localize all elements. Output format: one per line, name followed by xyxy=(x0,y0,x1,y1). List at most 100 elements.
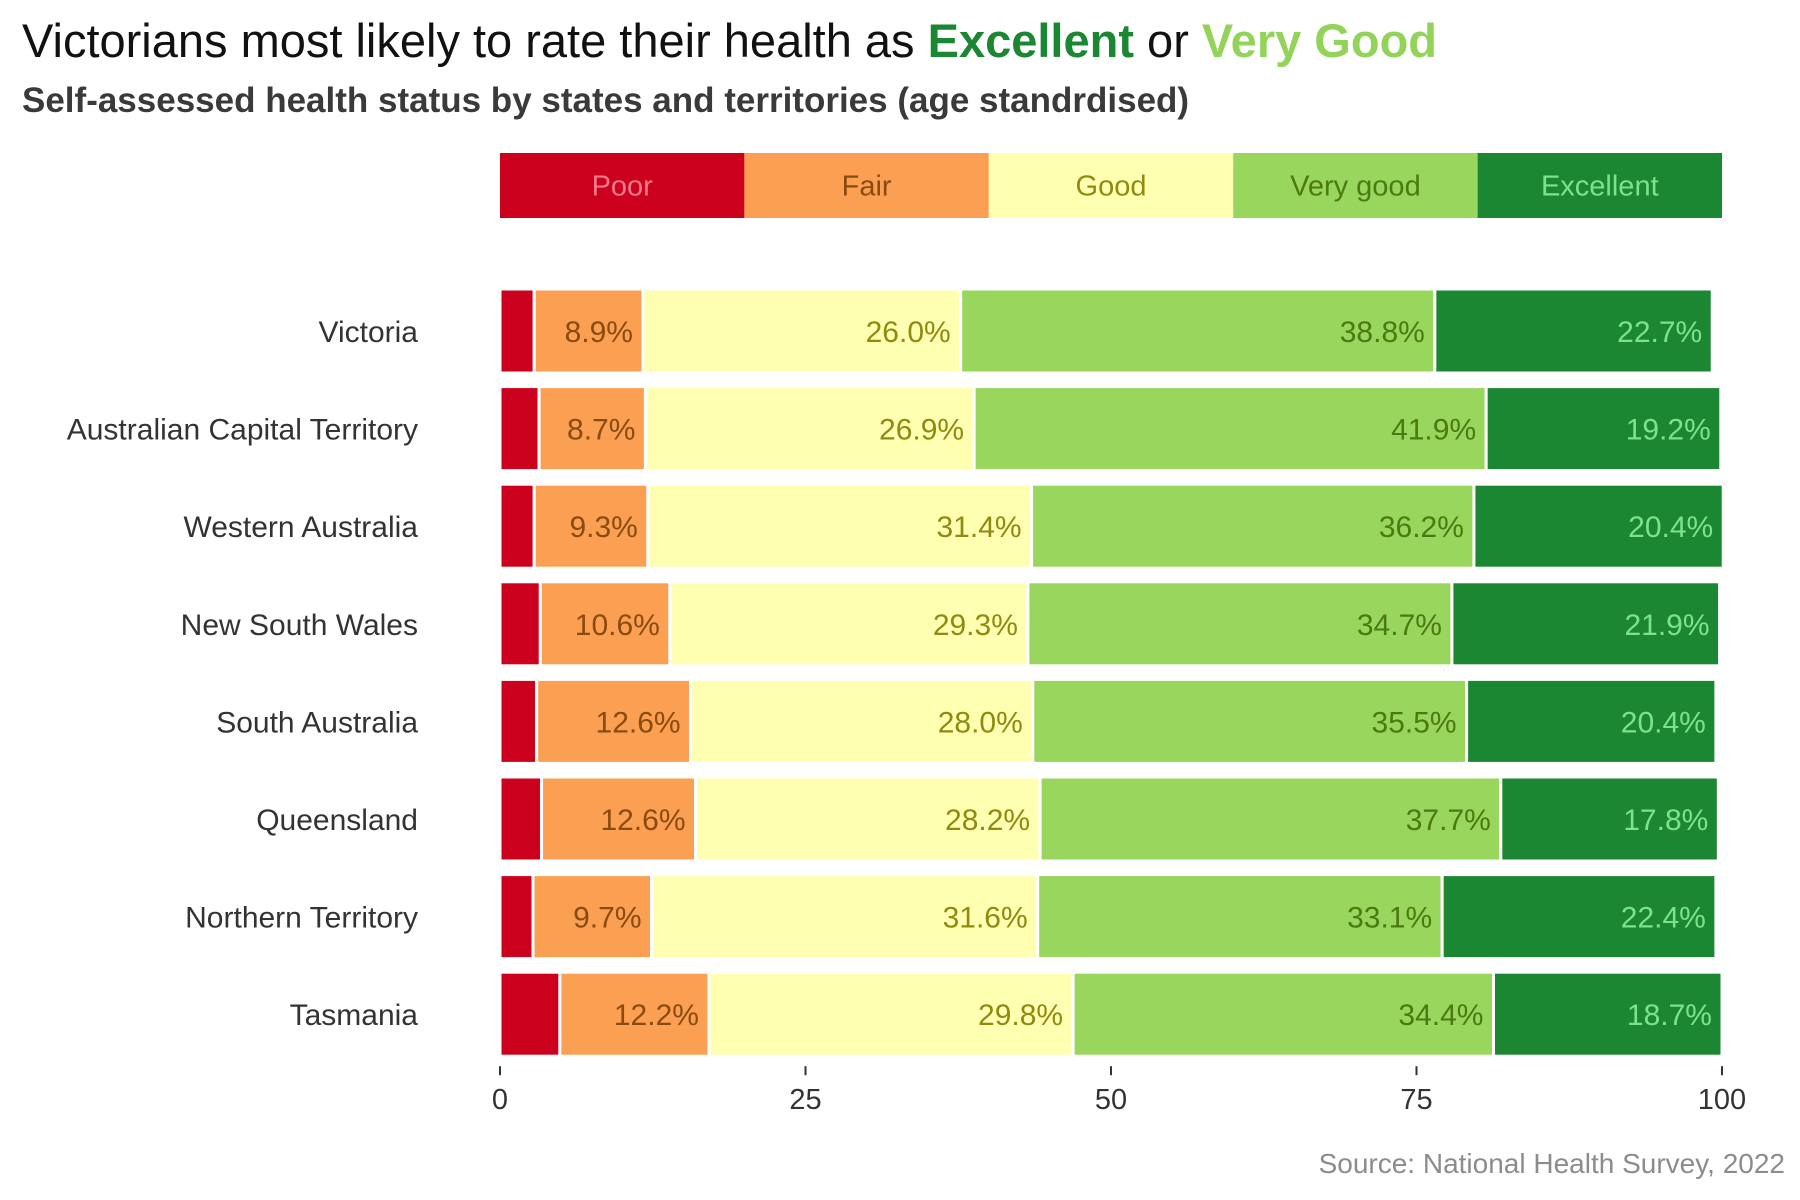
legend-label: Very good xyxy=(1290,171,1421,203)
bar-segment-good xyxy=(643,385,976,473)
data-label: 9.3% xyxy=(569,511,637,544)
data-label: 29.8% xyxy=(978,999,1063,1032)
bar-segment-very-good xyxy=(1036,873,1444,961)
data-label: 20.4% xyxy=(1621,706,1706,739)
bar-segment-good xyxy=(689,677,1035,765)
bar-segment-good xyxy=(641,287,963,375)
legend-swatch xyxy=(744,153,989,218)
bar-segment-good xyxy=(650,873,1040,961)
bar-segment-fair xyxy=(535,677,693,765)
category-label: New South Wales xyxy=(181,609,418,642)
data-label: 21.9% xyxy=(1624,609,1709,642)
title-part-0: Victorians most likely to rate their hea… xyxy=(22,14,928,67)
data-label: 37.7% xyxy=(1406,804,1491,837)
legend-label: Fair xyxy=(842,171,892,203)
legend-swatch xyxy=(988,153,1234,218)
data-label: 33.1% xyxy=(1347,902,1432,935)
title-part-2: or xyxy=(1134,14,1202,67)
bar-segment-fair xyxy=(532,287,645,375)
legend-swatch xyxy=(500,153,745,218)
bar-segment-very-good xyxy=(1031,677,1469,765)
bar-row-queensland: 12.6% 28.2% 37.7% 17.8% xyxy=(498,775,1720,863)
data-label: 17.8% xyxy=(1623,804,1708,837)
x-tick-label: 75 xyxy=(1400,1084,1432,1116)
data-label: 8.7% xyxy=(567,414,635,447)
bar-row-australian-capital-territory: 8.7% 26.9% 41.9% 19.2% xyxy=(498,385,1723,473)
bar-row-victoria: 8.9% 26.0% 38.8% 22.7% xyxy=(498,287,1714,375)
category-label: Victoria xyxy=(319,316,419,349)
bar-segment-very-good xyxy=(1071,970,1495,1058)
x-tick-label: 25 xyxy=(789,1084,821,1116)
category-label: Australian Capital Territory xyxy=(67,414,418,447)
data-label: 41.9% xyxy=(1391,414,1476,447)
bar-segment-excellent xyxy=(1450,580,1722,668)
bar-segment-good xyxy=(694,775,1042,863)
bar-segment-very-good xyxy=(1026,580,1454,668)
chart-title: Victorians most likely to rate their hea… xyxy=(22,14,1437,67)
bar-segment-excellent xyxy=(1491,970,1724,1058)
bar-segment-poor xyxy=(498,677,539,765)
bar-segment-poor xyxy=(498,970,562,1058)
bar-row-tasmania: 12.2% 29.8% 34.4% 18.7% xyxy=(498,970,1724,1058)
x-tick-label: 100 xyxy=(1698,1084,1746,1116)
category-label: Queensland xyxy=(256,804,418,837)
bar-segment-good xyxy=(646,482,1034,570)
bar-row-new-south-wales: 10.6% 29.3% 34.7% 21.9% xyxy=(498,580,1722,668)
legend-swatch xyxy=(1233,153,1478,218)
legend-item-fair: Fair xyxy=(744,153,989,218)
bar-row-western-australia: 9.3% 31.4% 36.2% 20.4% xyxy=(498,482,1725,570)
data-label: 20.4% xyxy=(1628,511,1713,544)
legend-label: Poor xyxy=(592,171,654,203)
bars: 8.9% 26.0% 38.8% 22.7% 8.7% 26.9% 41.9% 19.2% 9.… xyxy=(498,287,1725,1058)
bar-segment-excellent xyxy=(1472,482,1725,570)
data-label: 38.8% xyxy=(1340,316,1425,349)
data-label: 31.4% xyxy=(936,511,1021,544)
data-label: 34.7% xyxy=(1357,609,1442,642)
data-label: 22.4% xyxy=(1621,902,1706,935)
legend-item-excellent: Excellent xyxy=(1477,153,1722,218)
source-caption: Source: National Health Survey, 2022 xyxy=(1319,1148,1785,1179)
data-label: 19.2% xyxy=(1626,414,1711,447)
legend-swatch xyxy=(1477,153,1722,218)
bar-segment-excellent xyxy=(1499,775,1720,863)
category-label: Western Australia xyxy=(183,511,418,544)
bar-segment-very-good xyxy=(959,287,1437,375)
legend: Poor Fair Good Very good Excellent xyxy=(500,153,1722,218)
x-tick-label: 0 xyxy=(492,1084,508,1116)
title-part-3: Very Good xyxy=(1202,14,1437,67)
data-label: 12.2% xyxy=(614,999,699,1032)
x-tick-label: 50 xyxy=(1095,1084,1127,1116)
legend-item-poor: Poor xyxy=(500,153,745,218)
data-label: 34.4% xyxy=(1398,999,1483,1032)
bar-segment-poor xyxy=(498,580,542,668)
bar-segment-poor xyxy=(498,873,535,961)
bar-row-northern-territory: 9.7% 31.6% 33.1% 22.4% xyxy=(498,873,1718,961)
data-label: 8.9% xyxy=(565,316,633,349)
data-label: 10.6% xyxy=(575,609,660,642)
bar-row-south-australia: 12.6% 28.0% 35.5% 20.4% xyxy=(498,677,1718,765)
legend-item-very-good: Very good xyxy=(1233,153,1478,218)
bar-segment-fair xyxy=(558,970,711,1058)
x-axis: 0 25 50 75 100 xyxy=(492,1066,1746,1116)
bar-segment-poor xyxy=(498,775,544,863)
data-label: 18.7% xyxy=(1627,999,1712,1032)
legend-item-good: Good xyxy=(988,153,1234,218)
bar-segment-poor xyxy=(498,287,536,375)
category-label: South Australia xyxy=(216,706,418,739)
bar-segment-fair xyxy=(540,775,698,863)
data-label: 12.6% xyxy=(600,804,685,837)
data-label: 26.0% xyxy=(866,316,951,349)
legend-label: Excellent xyxy=(1541,171,1659,203)
data-label: 26.9% xyxy=(879,414,964,447)
bar-segment-poor xyxy=(498,385,541,473)
bar-segment-fair xyxy=(532,482,650,570)
chart-subtitle: Self-assessed health status by states an… xyxy=(22,81,1189,120)
y-axis-labels: Victoria Australian Capital Territory West… xyxy=(67,316,419,1032)
bar-segment-good xyxy=(707,970,1075,1058)
bar-segment-poor xyxy=(498,482,536,570)
data-label: 12.6% xyxy=(596,706,681,739)
legend-label: Good xyxy=(1076,171,1147,203)
bar-segment-excellent xyxy=(1433,287,1714,375)
data-label: 35.5% xyxy=(1372,706,1457,739)
